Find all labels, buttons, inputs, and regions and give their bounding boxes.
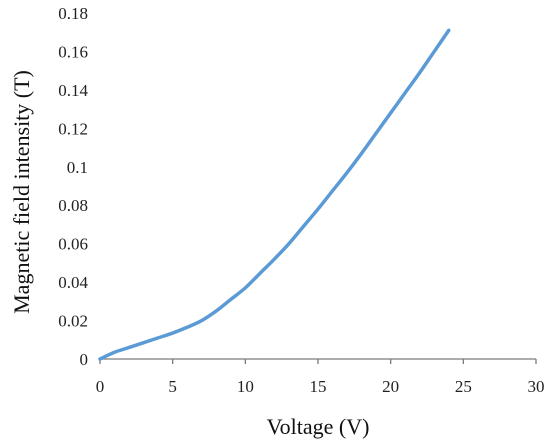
y-tick-label: 0.02 [58,312,88,331]
x-tick-label: 30 [528,377,545,396]
x-tick-label: 25 [455,377,472,396]
x-tick-label: 0 [96,377,105,396]
y-tick-label: 0.1 [67,158,88,177]
x-axis-title: Voltage (V) [267,414,370,439]
y-axis-ticks: 0 0.02 0.04 0.06 0.08 0.1 0.12 0.14 0.16 0.18 [58,4,88,369]
x-tick-label: 20 [382,377,399,396]
y-tick-label: 0.16 [58,42,88,61]
x-tick-label: 5 [168,377,177,396]
x-axis-ticks: 0 5 10 15 20 25 30 [96,359,545,396]
y-tick-label: 0.12 [58,119,88,138]
y-tick-label: 0.04 [58,273,88,292]
y-tick-label: 0.14 [58,81,88,100]
series-line [98,28,451,361]
y-tick-label: 0.08 [58,196,88,215]
x-tick-label: 10 [237,377,254,396]
y-tick-label: 0 [80,350,89,369]
y-tick-label: 0.06 [58,235,88,254]
series-layer [98,28,451,361]
y-tick-label: 0.18 [58,4,88,23]
x-tick-label: 15 [310,377,327,396]
y-axis-title: Magnetic field intensity (T) [9,70,34,314]
